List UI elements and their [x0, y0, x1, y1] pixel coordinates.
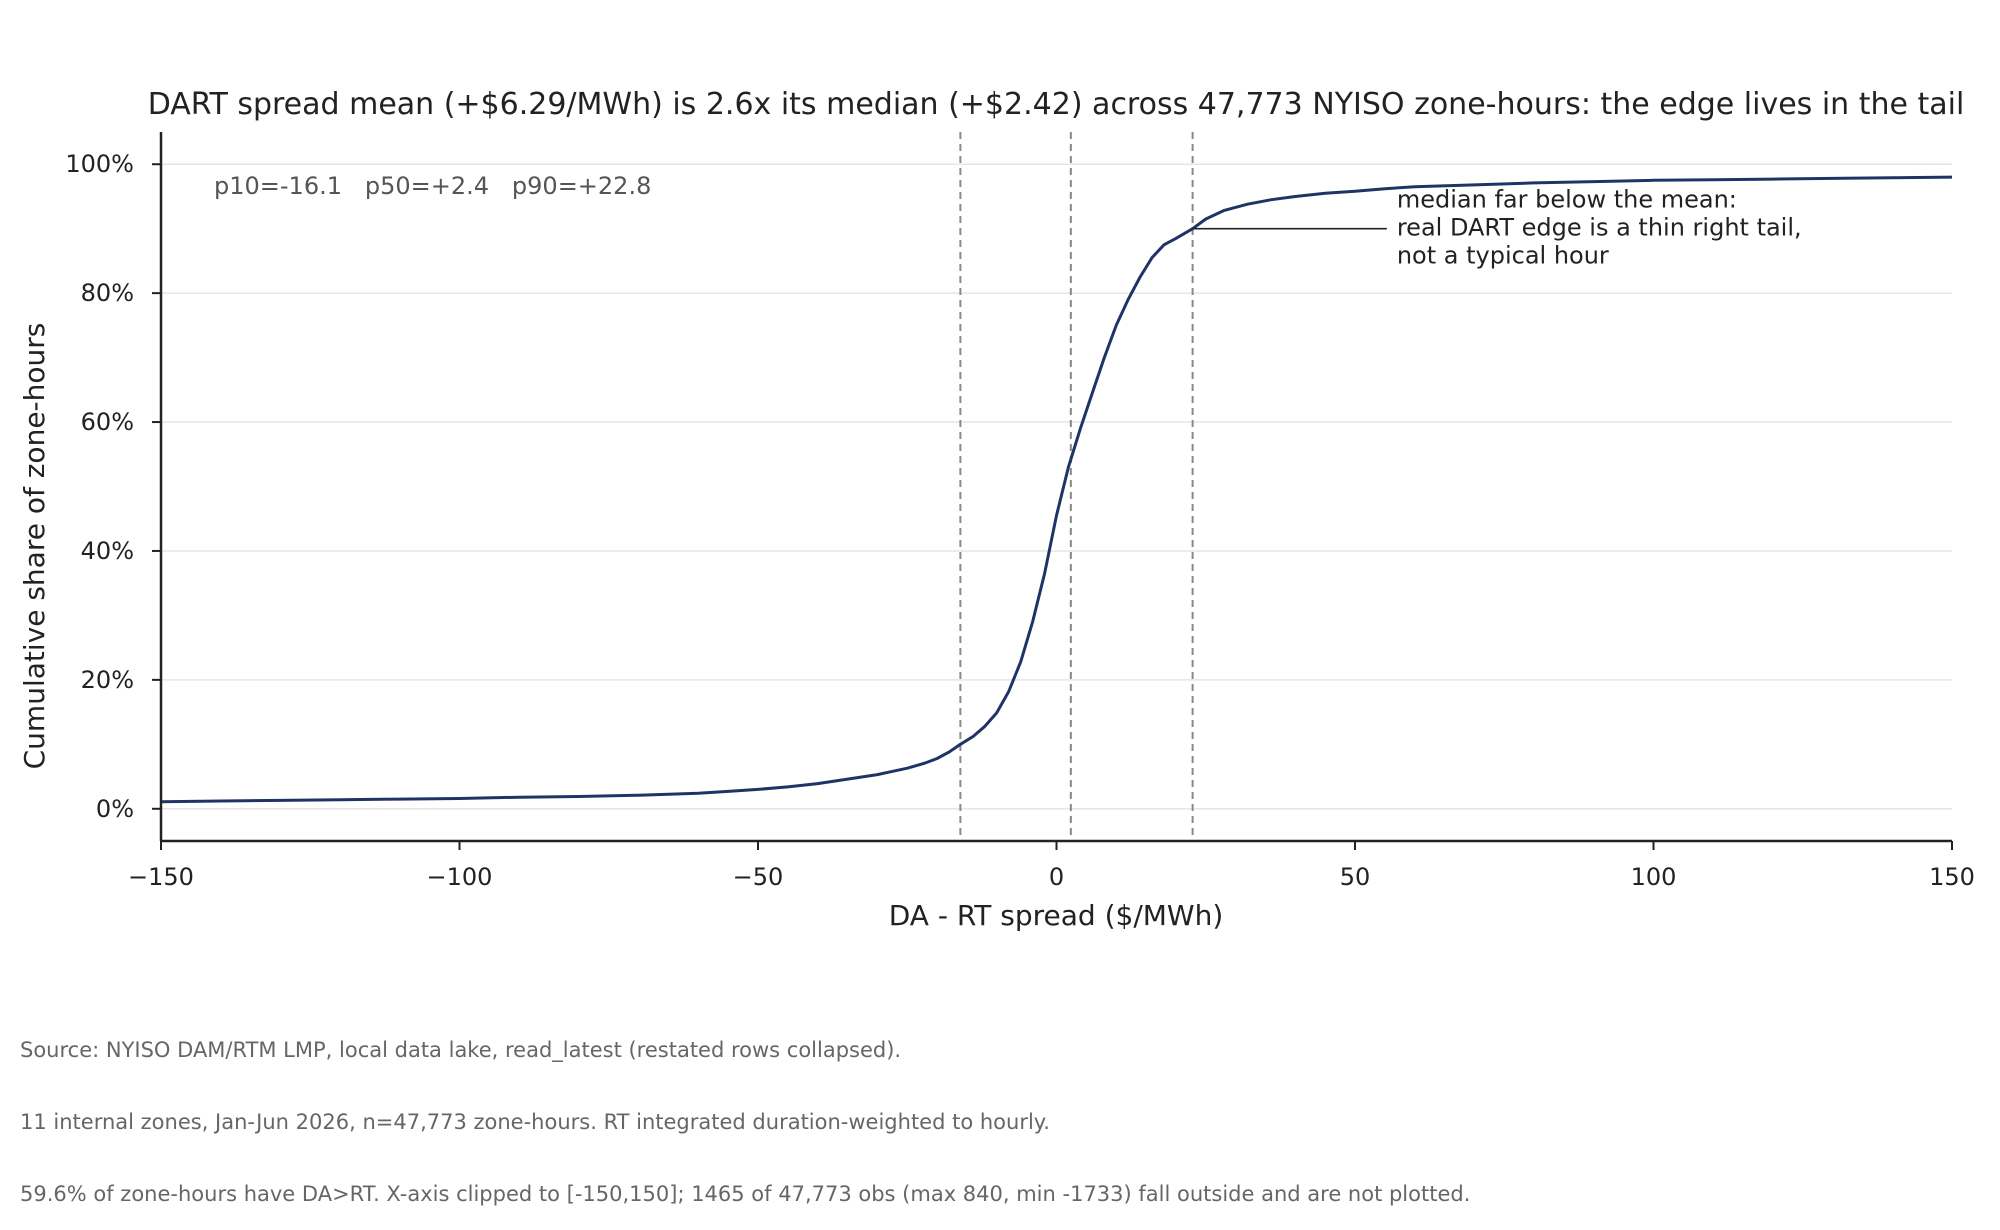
cdf-line	[160, 175, 1953, 804]
tick-labels: −150 −100 −50 0 50 100 150 0% 20% 40% 60% 80% 100%	[65, 150, 1975, 891]
y-tick-label: 20%	[81, 666, 134, 694]
annotation-text: not a typical hour	[1397, 242, 1609, 270]
x-tick-label: 50	[1340, 863, 1371, 891]
percentile-summary: p10=-16.1 p50=+2.4 p90=+22.8	[214, 172, 651, 200]
y-tick-label: 0%	[96, 795, 134, 823]
y-tick-label: 100%	[65, 150, 134, 178]
annotation: median far below the mean:real DART edge…	[1192, 186, 1802, 270]
y-tick-label: 60%	[81, 408, 134, 436]
x-tick-label: 0	[1049, 863, 1064, 891]
dart-spread-cdf-chart: DART spread mean (+$6.29/MWh) is 2.6x it…	[18, 87, 1975, 932]
source-line-3: 59.6% of zone-hours have DA>RT. X-axis c…	[20, 1182, 1471, 1206]
percentile-lines	[959, 132, 1194, 841]
grid-lines	[161, 163, 1952, 810]
series-layer	[160, 175, 1953, 804]
x-axis-label: DA - RT spread ($/MWh)	[889, 899, 1224, 932]
source-notes: Source: NYISO DAM/RTM LMP, local data la…	[20, 990, 1470, 1230]
annotation-text: median far below the mean:	[1397, 186, 1737, 214]
annotation-text: real DART edge is a thin right tail,	[1397, 214, 1802, 242]
x-tick-label: 150	[1929, 863, 1975, 891]
source-line-1: Source: NYISO DAM/RTM LMP, local data la…	[20, 1038, 902, 1062]
chart-title: DART spread mean (+$6.29/MWh) is 2.6x it…	[148, 87, 1965, 122]
y-tick-label: 40%	[81, 537, 134, 565]
x-tick-label: −50	[733, 863, 784, 891]
x-tick-label: −100	[427, 863, 493, 891]
source-line-2: 11 internal zones, Jan-Jun 2026, n=47,77…	[20, 1110, 1050, 1134]
y-tick-label: 80%	[81, 279, 134, 307]
x-tick-label: 100	[1631, 863, 1677, 891]
x-tick-label: −150	[128, 863, 194, 891]
y-axis-label: Cumulative share of zone-hours	[18, 323, 51, 770]
